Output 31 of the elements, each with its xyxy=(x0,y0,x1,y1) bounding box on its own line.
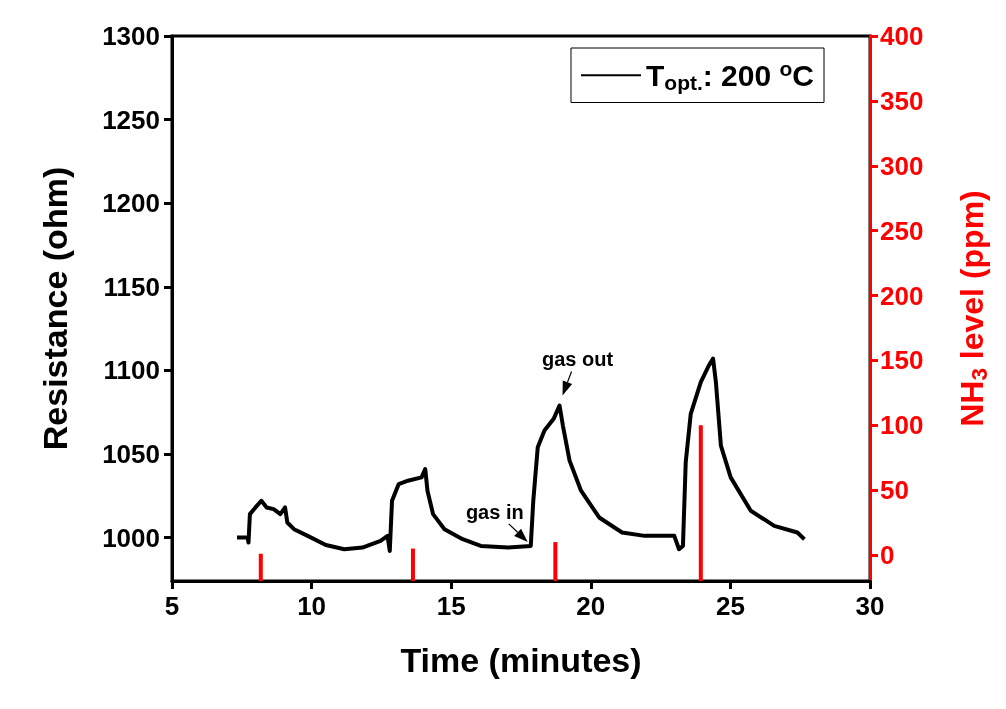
x-tick-label: 30 xyxy=(855,591,885,621)
annotation: gas out xyxy=(541,348,614,371)
x-axis-title: Time (minutes) xyxy=(400,641,642,679)
x-tick-label: 10 xyxy=(297,591,327,621)
x-tick-label: 5 xyxy=(164,591,180,621)
y2-tick-label: 0 xyxy=(880,540,895,571)
y2-tick-label: 200 xyxy=(880,280,924,311)
y2-tick-label: 300 xyxy=(880,150,924,181)
bar xyxy=(698,425,703,581)
y2-tick-label: 250 xyxy=(880,215,924,246)
y-tick-label: 1200 xyxy=(102,188,160,219)
annotation: gas in xyxy=(465,500,524,523)
y-tick-label: 1050 xyxy=(102,438,160,469)
bar xyxy=(258,553,263,581)
y-tick-label: 1000 xyxy=(102,522,160,553)
y-axis-title: Resistance (ohm) xyxy=(36,166,74,451)
x-tick-label: 15 xyxy=(436,591,466,621)
y-tick-label: 1150 xyxy=(103,271,160,302)
bar xyxy=(410,548,415,581)
y-tick-label: 1300 xyxy=(102,21,160,51)
y2-axis-title: NH3 level (ppm) xyxy=(954,190,992,427)
y2-tick-label: 400 xyxy=(880,21,924,51)
x-tick-label: 25 xyxy=(715,591,745,621)
y-tick-label: 1100 xyxy=(103,355,160,386)
bar xyxy=(553,542,558,581)
y2-tick-label: 350 xyxy=(880,85,924,116)
y2-tick-label: 150 xyxy=(880,345,924,376)
y-tick-label: 1250 xyxy=(102,104,160,135)
y2-tick-label: 50 xyxy=(880,475,909,506)
x-tick-label: 20 xyxy=(576,591,606,621)
y2-tick-label: 100 xyxy=(880,410,924,441)
